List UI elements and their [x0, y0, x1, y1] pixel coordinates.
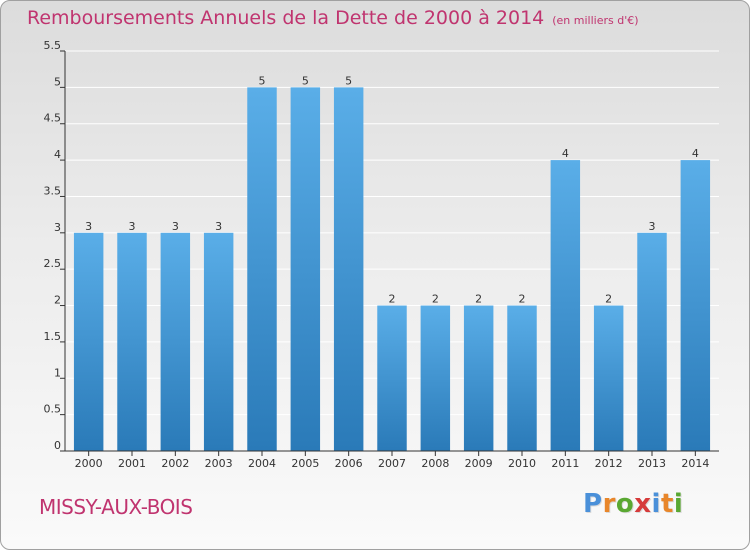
x-tick-label: 2005 — [291, 457, 319, 470]
data-label: 3 — [85, 220, 92, 233]
x-tick-label: 2004 — [248, 457, 276, 470]
data-labels: 3 3 3 3 5 5 5 2 2 2 2 4 2 3 4 — [85, 74, 699, 305]
x-tick-label: 2003 — [205, 457, 233, 470]
y-tick-label: 4 — [54, 148, 61, 161]
data-label: 3 — [172, 220, 179, 233]
y-tick-label: 2 — [54, 294, 61, 307]
x-tick-label: 2007 — [378, 457, 406, 470]
x-tick-label: 2010 — [508, 457, 536, 470]
x-tick-label: 2001 — [118, 457, 146, 470]
bars — [73, 87, 711, 451]
x-tick-label: 2012 — [595, 457, 623, 470]
bar — [247, 87, 277, 451]
data-label: 2 — [432, 293, 439, 306]
bar — [333, 87, 364, 451]
data-label: 2 — [475, 293, 482, 306]
bar — [463, 305, 494, 451]
x-tick-label: 2011 — [551, 457, 579, 470]
chart-unit: (en milliers d'€) — [552, 14, 639, 27]
x-tick-label: 2009 — [465, 457, 493, 470]
bar — [290, 87, 321, 451]
y-tick-label: 3.5 — [44, 184, 62, 197]
logo-letter: i — [673, 489, 684, 519]
data-label: 2 — [389, 293, 396, 306]
bar — [117, 232, 147, 451]
bar — [203, 232, 234, 451]
data-label: 4 — [562, 147, 569, 160]
bar — [593, 305, 624, 451]
title-row: Remboursements Annuels de la Dette de 20… — [27, 7, 639, 29]
data-label: 4 — [692, 147, 699, 160]
data-label: 3 — [649, 220, 656, 233]
y-tick-label: 0.5 — [44, 403, 62, 416]
logo-letter: x — [634, 489, 652, 519]
logo-letter: i — [651, 489, 661, 519]
bar — [73, 232, 104, 451]
chart-title: Remboursements Annuels de la Dette de 20… — [27, 7, 545, 29]
data-label: 5 — [345, 74, 352, 87]
axes: 0 0.5 1 1.5 2 2.5 3 3.5 4 4.5 5 5.5 2000 2001 2002 2003… — [44, 39, 719, 470]
x-tick-label: 2008 — [421, 457, 449, 470]
data-label: 3 — [129, 220, 136, 233]
logo-letter: t — [660, 489, 674, 519]
bar — [420, 305, 451, 451]
x-tick-label: 2013 — [638, 457, 666, 470]
bar — [637, 232, 667, 451]
x-tick-label: 2014 — [681, 457, 709, 470]
y-tick-label: 1 — [54, 366, 61, 379]
logo-letter: r — [602, 489, 616, 519]
y-tick-label: 2.5 — [44, 257, 62, 270]
commune-name: MISSY-AUX-BOIS — [39, 495, 193, 519]
y-tick-label: 5 — [54, 75, 61, 88]
data-label: 2 — [605, 293, 612, 306]
y-tick-label: 0 — [54, 439, 61, 452]
bar — [507, 305, 537, 451]
logo-letter: o — [615, 489, 635, 519]
y-tick-label: 3 — [54, 221, 61, 234]
bar — [550, 160, 581, 451]
logo-letter: P — [583, 489, 603, 519]
data-label: 2 — [519, 293, 526, 306]
data-label: 5 — [302, 74, 309, 87]
x-tick-label: 2006 — [335, 457, 363, 470]
proxiti-logo[interactable]: Proxiti — [583, 489, 683, 519]
y-tick-label: 4.5 — [44, 112, 62, 125]
bar — [680, 160, 711, 451]
bar — [377, 305, 407, 451]
y-tick-label: 1.5 — [44, 330, 62, 343]
data-label: 5 — [259, 74, 266, 87]
x-tick-label: 2002 — [161, 457, 189, 470]
y-tick-label: 5.5 — [44, 39, 62, 52]
bar — [160, 232, 191, 451]
data-label: 3 — [215, 220, 222, 233]
x-tick-label: 2000 — [75, 457, 103, 470]
